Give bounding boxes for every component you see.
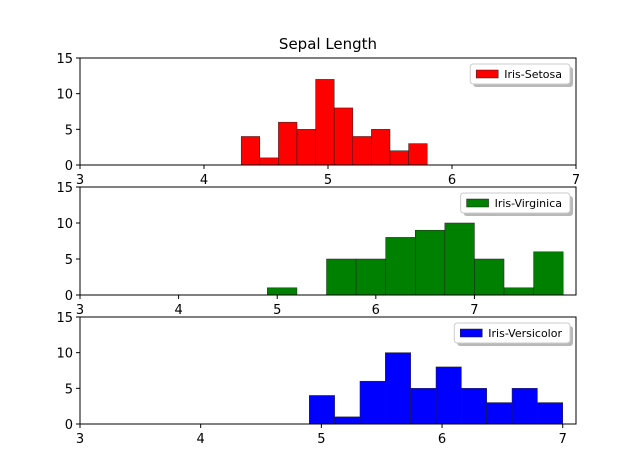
x-tick-label: 4 — [174, 303, 182, 318]
bar — [296, 129, 316, 166]
legend-label: Iris-Virginica — [495, 197, 562, 210]
bar — [408, 143, 428, 166]
bar — [415, 229, 446, 296]
y-tick-label: 10 — [56, 217, 73, 232]
bar — [503, 287, 534, 296]
y-tick-label: 15 — [56, 52, 73, 67]
x-tick-label: 3 — [76, 173, 84, 188]
bar — [474, 258, 505, 296]
legend-box — [469, 63, 571, 85]
bar — [371, 129, 391, 166]
x-tick-label: 6 — [448, 173, 456, 188]
axes-frame — [79, 316, 577, 425]
legend-swatch — [475, 69, 499, 79]
bar — [444, 222, 475, 296]
y-tick-label: 0 — [65, 289, 73, 304]
x-tick-label: 5 — [317, 432, 325, 447]
bar — [385, 352, 411, 425]
bar — [435, 366, 462, 425]
bar — [486, 402, 513, 425]
legend-swatch — [466, 198, 489, 208]
y-tick-label: 0 — [65, 159, 73, 174]
legend-label: Iris-Versicolor — [488, 327, 562, 340]
x-tick-label: 5 — [324, 173, 332, 188]
bar — [309, 395, 335, 425]
y-tick-label: 0 — [65, 418, 73, 433]
bar — [334, 416, 361, 425]
y-tick-label: 5 — [65, 123, 73, 138]
bar — [352, 136, 372, 166]
legend: Iris-Virginica — [460, 192, 573, 216]
legend-label: Iris-Setosa — [504, 68, 562, 81]
bar — [461, 388, 487, 425]
x-tick-label: 3 — [76, 432, 84, 447]
y-tick-label: 15 — [56, 181, 73, 196]
x-tick-label: 3 — [76, 303, 84, 318]
bar — [326, 258, 357, 296]
bar — [385, 237, 416, 296]
legend-box — [460, 192, 571, 214]
x-tick-label: 5 — [273, 303, 281, 318]
legend: Iris-Versicolor — [453, 322, 573, 346]
bar — [259, 157, 279, 166]
bar — [359, 380, 386, 425]
bar — [333, 107, 354, 166]
x-tick-label: 4 — [200, 173, 208, 188]
bar — [355, 258, 386, 296]
y-tick-label: 10 — [56, 347, 73, 362]
bar — [267, 287, 298, 296]
bar — [278, 121, 298, 166]
x-tick-label: 6 — [438, 432, 446, 447]
x-tick-label: 7 — [559, 432, 567, 447]
y-tick-label: 5 — [65, 253, 73, 268]
y-tick-label: 5 — [65, 382, 73, 397]
legend-swatch — [460, 328, 483, 338]
y-tick-label: 10 — [56, 88, 73, 103]
bar — [240, 136, 261, 166]
bar — [537, 402, 563, 425]
legend: Iris-Setosa — [469, 63, 573, 87]
axes-frame — [79, 186, 577, 296]
x-tick-label: 6 — [372, 303, 380, 318]
bar — [389, 150, 409, 166]
chart-title: Sepal Length — [279, 35, 377, 53]
bar — [315, 79, 335, 166]
x-tick-label: 7 — [470, 303, 478, 318]
y-tick-label: 15 — [56, 311, 73, 326]
bar — [533, 251, 564, 296]
bar — [410, 388, 437, 425]
x-tick-label: 7 — [572, 173, 580, 188]
legend-box — [453, 322, 571, 344]
bar — [511, 388, 538, 425]
x-tick-label: 4 — [197, 432, 205, 447]
